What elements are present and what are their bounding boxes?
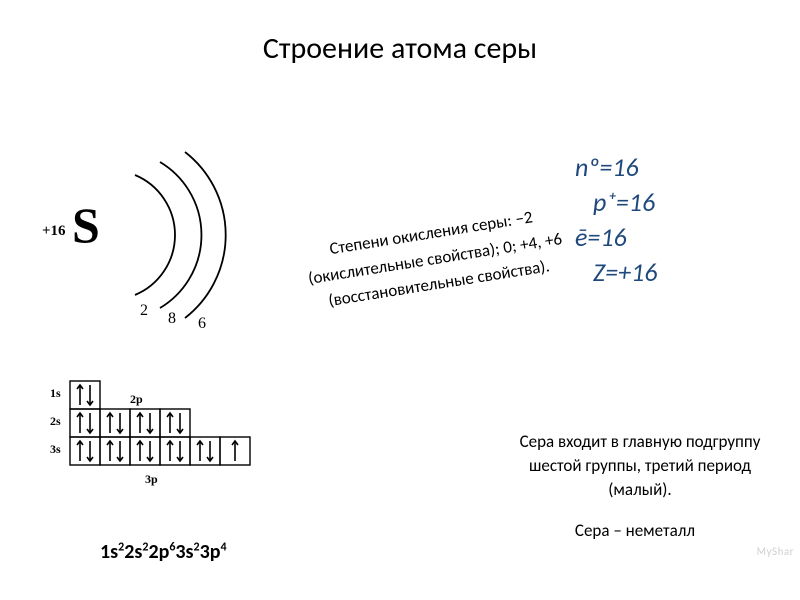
orb-row-3 xyxy=(70,437,250,465)
orb-row-2 xyxy=(70,409,190,437)
orb-row-1 xyxy=(70,381,100,409)
cfg-3p: 3p xyxy=(200,540,221,564)
fact-e: ē=16 xyxy=(575,220,657,255)
fact-p: p⁺=16 xyxy=(575,185,657,220)
shell-arc-3 xyxy=(185,152,226,318)
orb-label-3s: 3s xyxy=(50,442,61,456)
oxidation-states-text: Степени окисления серы: −2 (окислительны… xyxy=(301,200,570,316)
shell-count-2: 8 xyxy=(168,310,176,327)
electron-configuration: 1s22s22p63s23p4 xyxy=(100,540,227,564)
group-period-text: Сера входит в главную подгруппу шестой г… xyxy=(510,430,770,501)
atom-shell-diagram: +16 S 2 8 6 xyxy=(40,150,280,330)
shell-count-1: 2 xyxy=(140,302,148,319)
fact-z: Z=+16 xyxy=(575,255,657,290)
shell-count-3: 6 xyxy=(198,315,206,330)
nonmetal-text: Сера – неметалл xyxy=(535,520,735,541)
orb-label-1s: 1s xyxy=(50,386,61,400)
fact-n: nº=16 xyxy=(575,150,657,185)
cfg-3s: 3s xyxy=(175,540,193,564)
cfg-2s: 2s xyxy=(124,540,142,564)
orb-label-2s: 2s xyxy=(50,414,61,428)
shell-arc-2 xyxy=(160,162,201,308)
orbital-box-diagram: 1s 2s 3s 2p 3p xyxy=(50,375,290,505)
nucleus-charge: +16 xyxy=(42,223,66,239)
page-title: Строение атома серы xyxy=(0,30,800,67)
orb-label-2p: 2p xyxy=(130,392,143,406)
atomic-facts: nº=16 p⁺=16 ē=16 Z=+16 xyxy=(575,150,657,290)
watermark: MyShar xyxy=(757,545,794,558)
orb-label-3p: 3p xyxy=(145,472,158,486)
cfg-2p: 2p xyxy=(148,540,169,564)
shell-arc-1 xyxy=(135,175,175,295)
cfg-3p-exp: 4 xyxy=(221,540,227,554)
cfg-1s: 1s xyxy=(100,540,118,564)
element-symbol: S xyxy=(72,197,100,253)
